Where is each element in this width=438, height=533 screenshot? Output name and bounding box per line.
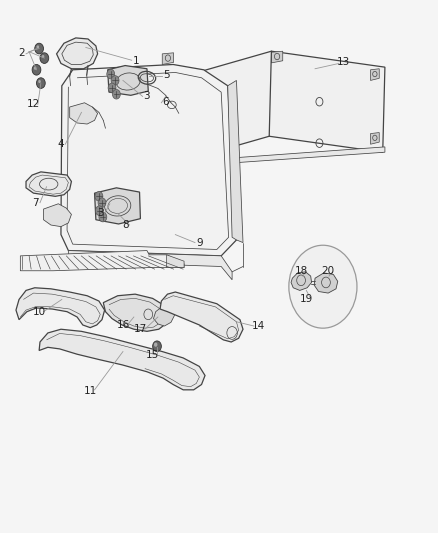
Polygon shape [272,51,283,63]
Circle shape [34,67,36,70]
Circle shape [38,80,41,83]
Circle shape [111,76,119,85]
Polygon shape [20,251,184,271]
Text: 3: 3 [97,208,103,219]
Text: 13: 13 [337,58,350,67]
Polygon shape [291,272,311,290]
Circle shape [36,45,39,49]
Text: 4: 4 [58,139,64,149]
Text: 1: 1 [133,56,139,66]
Polygon shape [68,251,232,280]
Text: 5: 5 [163,70,170,80]
Circle shape [98,198,106,207]
Polygon shape [158,147,385,168]
Circle shape [108,83,116,93]
Text: 14: 14 [252,321,265,331]
Text: 8: 8 [122,220,128,230]
Polygon shape [160,292,243,342]
Text: 17: 17 [134,324,147,334]
Text: 20: 20 [321,266,335,276]
Circle shape [154,343,157,347]
Polygon shape [26,172,71,196]
Circle shape [95,206,103,215]
Circle shape [36,78,45,88]
Text: 3: 3 [144,91,150,101]
Polygon shape [70,103,98,124]
Circle shape [113,90,120,99]
Polygon shape [43,204,71,227]
Polygon shape [103,294,169,332]
Text: 18: 18 [294,266,308,276]
Circle shape [95,191,103,201]
Polygon shape [61,64,237,256]
Text: 2: 2 [18,48,25,58]
Polygon shape [228,80,243,243]
Circle shape [99,212,107,222]
Circle shape [32,64,41,75]
Text: 15: 15 [146,350,159,360]
Polygon shape [16,288,105,328]
Text: 19: 19 [300,294,313,304]
Polygon shape [108,66,148,95]
Circle shape [40,53,49,63]
Text: 16: 16 [117,320,130,330]
Polygon shape [39,329,205,390]
Circle shape [35,43,43,54]
Polygon shape [162,53,173,64]
Text: 11: 11 [84,386,97,397]
Polygon shape [153,305,174,326]
Text: 12: 12 [27,99,40,109]
Circle shape [152,341,161,352]
Text: 6: 6 [162,96,169,107]
Circle shape [42,55,44,58]
Text: 10: 10 [32,306,46,317]
Polygon shape [95,188,141,224]
Polygon shape [57,38,98,69]
Text: 7: 7 [32,198,39,208]
Circle shape [289,245,357,328]
Polygon shape [166,255,184,268]
Polygon shape [314,273,338,293]
Polygon shape [371,133,379,144]
Circle shape [107,69,115,79]
Polygon shape [158,51,385,168]
Polygon shape [371,69,379,80]
Text: 9: 9 [196,238,203,247]
Polygon shape [158,78,164,168]
